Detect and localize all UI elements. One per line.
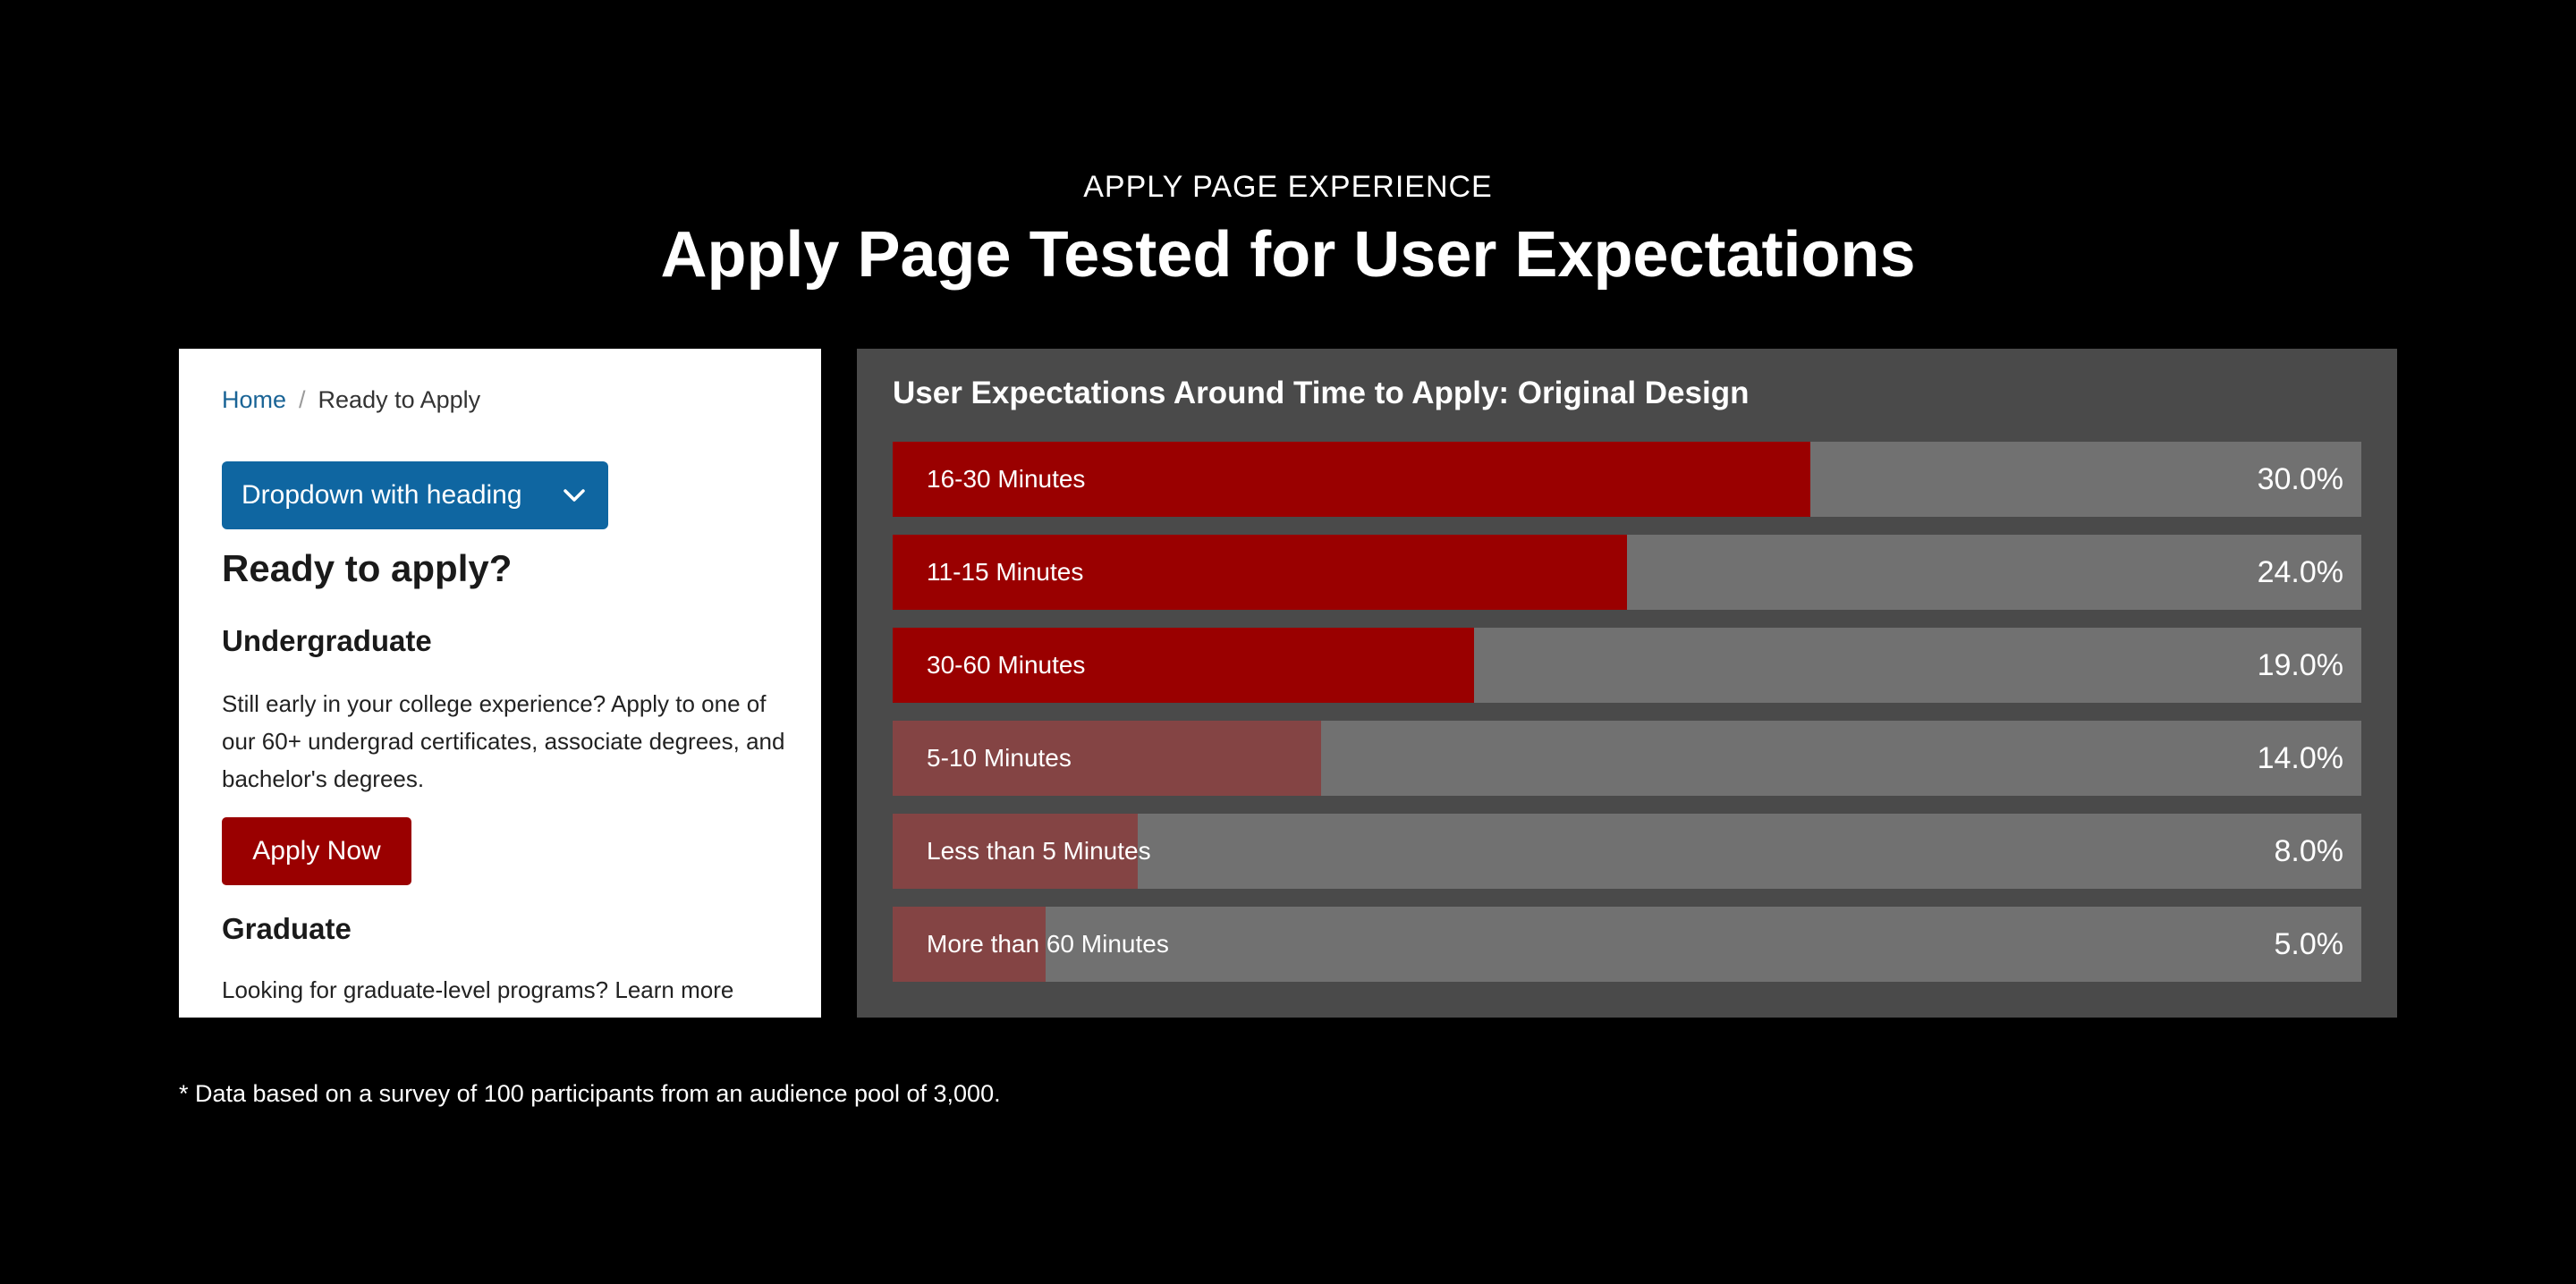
bar-row: More than 60 Minutes 5.0%: [893, 907, 2361, 982]
bar-category-label: 30-60 Minutes: [927, 651, 1086, 679]
bar-value-label: 19.0%: [2257, 648, 2343, 682]
chart-panel: User Expectations Around Time to Apply: …: [857, 349, 2397, 1018]
bar: [893, 442, 1810, 517]
apply-now-button[interactable]: Apply Now: [222, 817, 411, 885]
apply-page-mockup: Home / Ready to Apply Dropdown with headin…: [179, 349, 821, 1018]
dropdown-button[interactable]: Dropdown with heading: [222, 461, 608, 529]
bar: [893, 535, 1627, 610]
eyebrow: APPLY PAGE EXPERIENCE: [1083, 170, 1493, 204]
bar-row: 5-10 Minutes 14.0%: [893, 721, 2361, 796]
bar-category-label: 5-10 Minutes: [927, 744, 1072, 772]
undergraduate-description: Still early in your college experience? …: [222, 690, 785, 792]
breadcrumb-separator: /: [299, 386, 306, 413]
undergraduate-heading: Undergraduate: [222, 624, 432, 657]
bar-row: 30-60 Minutes 19.0%: [893, 628, 2361, 703]
bar-row: 11-15 Minutes 24.0%: [893, 535, 2361, 610]
breadcrumb: Home / Ready to Apply: [222, 384, 480, 416]
bar-value-label: 14.0%: [2257, 741, 2343, 775]
bar-category-label: Less than 5 Minutes: [927, 837, 1151, 865]
bar-row: Less than 5 Minutes 8.0%: [893, 814, 2361, 889]
chevron-down-icon: [564, 489, 585, 502]
breadcrumb-home-link[interactable]: Home: [222, 386, 287, 413]
bar-category-label: 11-15 Minutes: [927, 558, 1084, 586]
bar: [893, 628, 1474, 703]
bar: [893, 814, 1138, 889]
chart-title: User Expectations Around Time to Apply: …: [893, 376, 1750, 410]
breadcrumb-current: Ready to Apply: [318, 386, 481, 413]
bar-value-label: 24.0%: [2257, 555, 2343, 589]
graduate-description: Looking for graduate-level programs? Lea…: [222, 976, 734, 1003]
dropdown-label: Dropdown with heading: [242, 480, 522, 510]
bar-value-label: 30.0%: [2257, 462, 2343, 496]
bar-value-label: 5.0%: [2274, 927, 2344, 961]
bar-category-label: 16-30 Minutes: [927, 465, 1086, 493]
bar-category-label: More than 60 Minutes: [927, 930, 1169, 958]
mock-page-title: Ready to apply?: [222, 547, 513, 589]
bar-value-label: 8.0%: [2274, 834, 2344, 868]
footnote: * Data based on a survey of 100 particip…: [179, 1080, 1001, 1107]
page-headline: Apply Page Tested for User Expectations: [660, 219, 1916, 291]
bar-row: 16-30 Minutes 30.0%: [893, 442, 2361, 517]
graduate-heading: Graduate: [222, 912, 352, 945]
bar: [893, 907, 1046, 982]
bar: [893, 721, 1321, 796]
